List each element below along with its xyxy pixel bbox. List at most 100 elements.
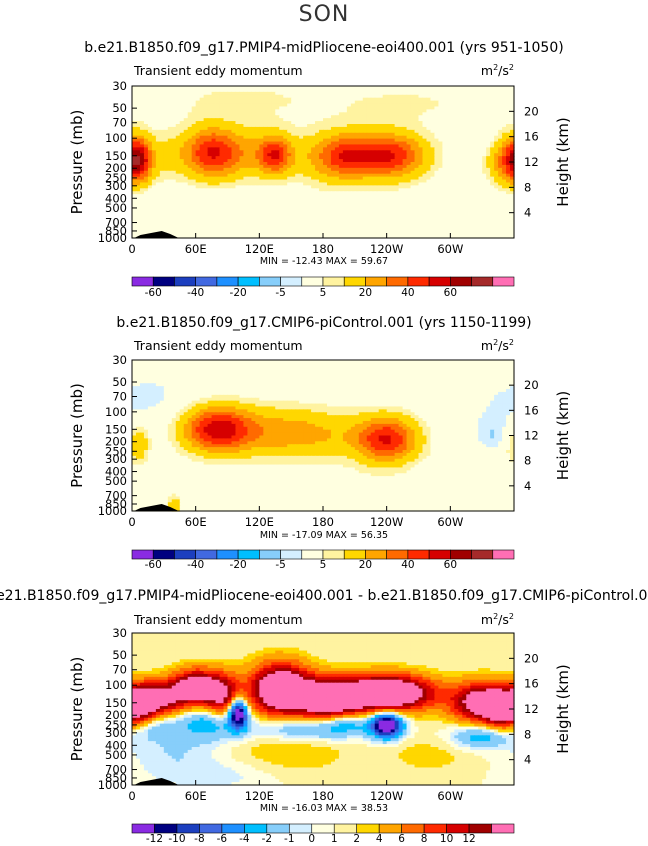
field-cell [374,214,380,219]
field-cell [374,132,380,137]
field-cell [394,118,400,122]
field-cell [478,103,483,108]
field-cell [398,229,404,233]
field-cell [338,194,344,198]
field-cell [267,100,272,105]
field-cell [299,162,304,166]
field-cell [434,211,439,216]
field-cell [438,235,443,239]
field-cell [466,162,471,166]
field-cell [434,141,439,146]
field-cell [191,144,197,148]
field-cell [330,126,336,131]
field-cell [438,229,443,233]
field-cell [287,91,292,96]
field-cell [299,109,304,113]
field-cell [231,211,237,216]
field-cell [271,211,276,216]
field-cell [275,194,280,198]
field-cell [494,182,499,186]
field-cell [191,94,197,99]
field-cell [219,112,225,116]
field-cell [434,126,439,131]
field-cell [183,179,189,184]
field-cell [474,200,479,204]
field-cell [326,118,332,122]
field-cell [287,129,292,134]
field-cell [330,135,336,140]
field-cell [167,106,173,110]
field-cell [223,205,229,210]
field-cell [259,164,264,169]
field-cell [247,179,252,184]
field-cell [510,211,515,216]
field-cell [458,112,463,116]
field-cell [171,185,177,189]
field-cell [506,226,511,230]
field-cell [263,188,268,192]
field-cell [510,182,515,186]
field-cell [171,97,177,102]
field-cell [430,202,436,207]
field-cell [426,200,432,204]
field-cell [267,147,272,151]
field-cell [267,162,272,166]
field-cell [438,226,443,230]
field-cell [450,156,455,160]
field-cell [406,100,412,105]
field-cell [263,100,268,105]
field-cell [187,138,193,143]
field-cell [163,156,169,160]
field-cell [438,185,443,189]
field-cell [398,173,404,178]
field-cell [394,202,400,207]
field-cell [179,194,185,198]
field-cell [406,232,412,236]
field-cell [287,208,292,213]
field-cell [259,124,264,128]
field-cell [151,86,157,90]
field-cell [494,202,499,207]
field-cell [478,229,483,233]
field-cell [430,200,436,204]
field-cell [199,103,205,108]
field-cell [378,176,384,181]
field-cell [370,118,376,122]
field-cell [342,94,348,99]
field-cell [239,179,245,184]
field-cell [247,208,252,213]
field-cell [390,100,396,105]
field-cell [510,214,515,219]
field-cell [271,205,276,210]
field-cell [147,129,153,134]
field-cell [418,121,424,125]
field-cell [227,141,233,146]
field-cell [187,159,193,163]
field-cell [502,118,507,122]
field-cell [462,94,467,99]
field-cell [466,121,471,125]
field-cell [382,191,388,195]
field-cell [267,138,272,143]
field-cell [486,162,491,166]
field-cell [430,135,436,140]
field-cell [299,223,304,227]
field-cell [482,205,487,210]
field-cell [442,91,447,96]
field-cell [139,214,145,219]
field-cell [490,220,495,224]
field-cell [330,214,336,219]
field-cell [175,94,181,99]
field-cell [406,106,412,110]
field-cell [486,112,491,116]
field-cell [187,94,193,99]
field-cell [259,94,264,99]
field-cell [159,162,165,166]
field-cell [223,223,229,227]
field-cell [315,197,320,201]
field-cell [478,173,483,178]
field-cell [366,185,372,189]
field-cell [394,112,400,116]
field-cell [450,94,455,99]
field-cell [366,135,372,140]
